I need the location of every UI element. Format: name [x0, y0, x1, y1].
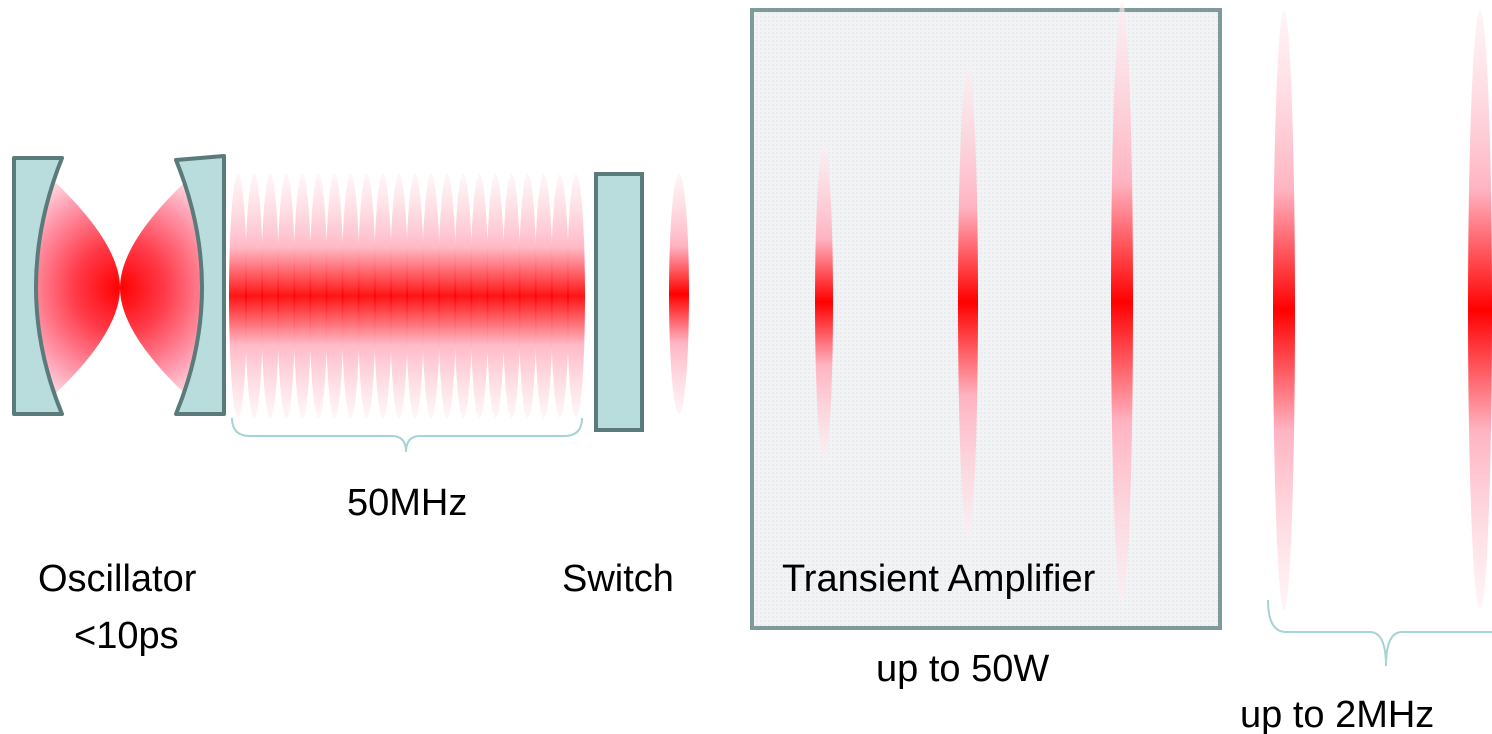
- out-pulse-2: [1468, 10, 1492, 610]
- train-pulse: [309, 174, 328, 418]
- train-pulse: [277, 174, 296, 418]
- train-pulse: [550, 174, 569, 418]
- power-label: up to 50W: [876, 648, 1050, 690]
- train-pulse: [454, 174, 473, 418]
- train-pulse: [406, 174, 424, 418]
- train-pulse: [518, 174, 537, 418]
- train-pulse: [341, 174, 360, 418]
- train-pulse: [357, 174, 376, 418]
- train-pulse: [486, 174, 505, 418]
- out-pulse-1: [1273, 10, 1295, 610]
- cavity-beam: [31, 170, 120, 406]
- switch-icon: [594, 172, 644, 432]
- train-pulse: [422, 174, 441, 418]
- train-pulse: [567, 174, 585, 418]
- cavity-beam-right: [120, 170, 210, 406]
- right-mirror-icon: [174, 154, 226, 416]
- output-rate-label: up to 2MHz: [1240, 694, 1435, 734]
- brace-2mhz: [1267, 599, 1492, 667]
- rep-rate-label: 50MHz: [347, 482, 468, 524]
- picked-pulse: [669, 174, 689, 414]
- train-pulse: [470, 174, 489, 418]
- left-mirror-icon: [12, 156, 64, 416]
- pulse-train: [229, 174, 585, 418]
- train-pulse: [245, 174, 264, 418]
- amp-pulse-2: [958, 66, 978, 538]
- train-pulse: [325, 174, 344, 418]
- train-pulse: [261, 174, 280, 418]
- train-pulse: [229, 174, 247, 418]
- amp-pulse-1: [815, 144, 833, 460]
- train-pulse: [534, 174, 553, 418]
- amp-pulse-3: [1111, 2, 1133, 602]
- train-pulse: [390, 174, 408, 418]
- brace-50mhz: [231, 417, 583, 453]
- pulse-width-label: <10ps: [74, 615, 179, 657]
- train-pulse: [438, 174, 457, 418]
- amplifier-label: Transient Amplifier: [782, 558, 1096, 600]
- train-pulse: [502, 174, 521, 418]
- oscillator-label: Oscillator: [38, 558, 197, 600]
- switch-label: Switch: [562, 558, 674, 600]
- train-pulse: [293, 174, 312, 418]
- train-pulse: [373, 174, 392, 418]
